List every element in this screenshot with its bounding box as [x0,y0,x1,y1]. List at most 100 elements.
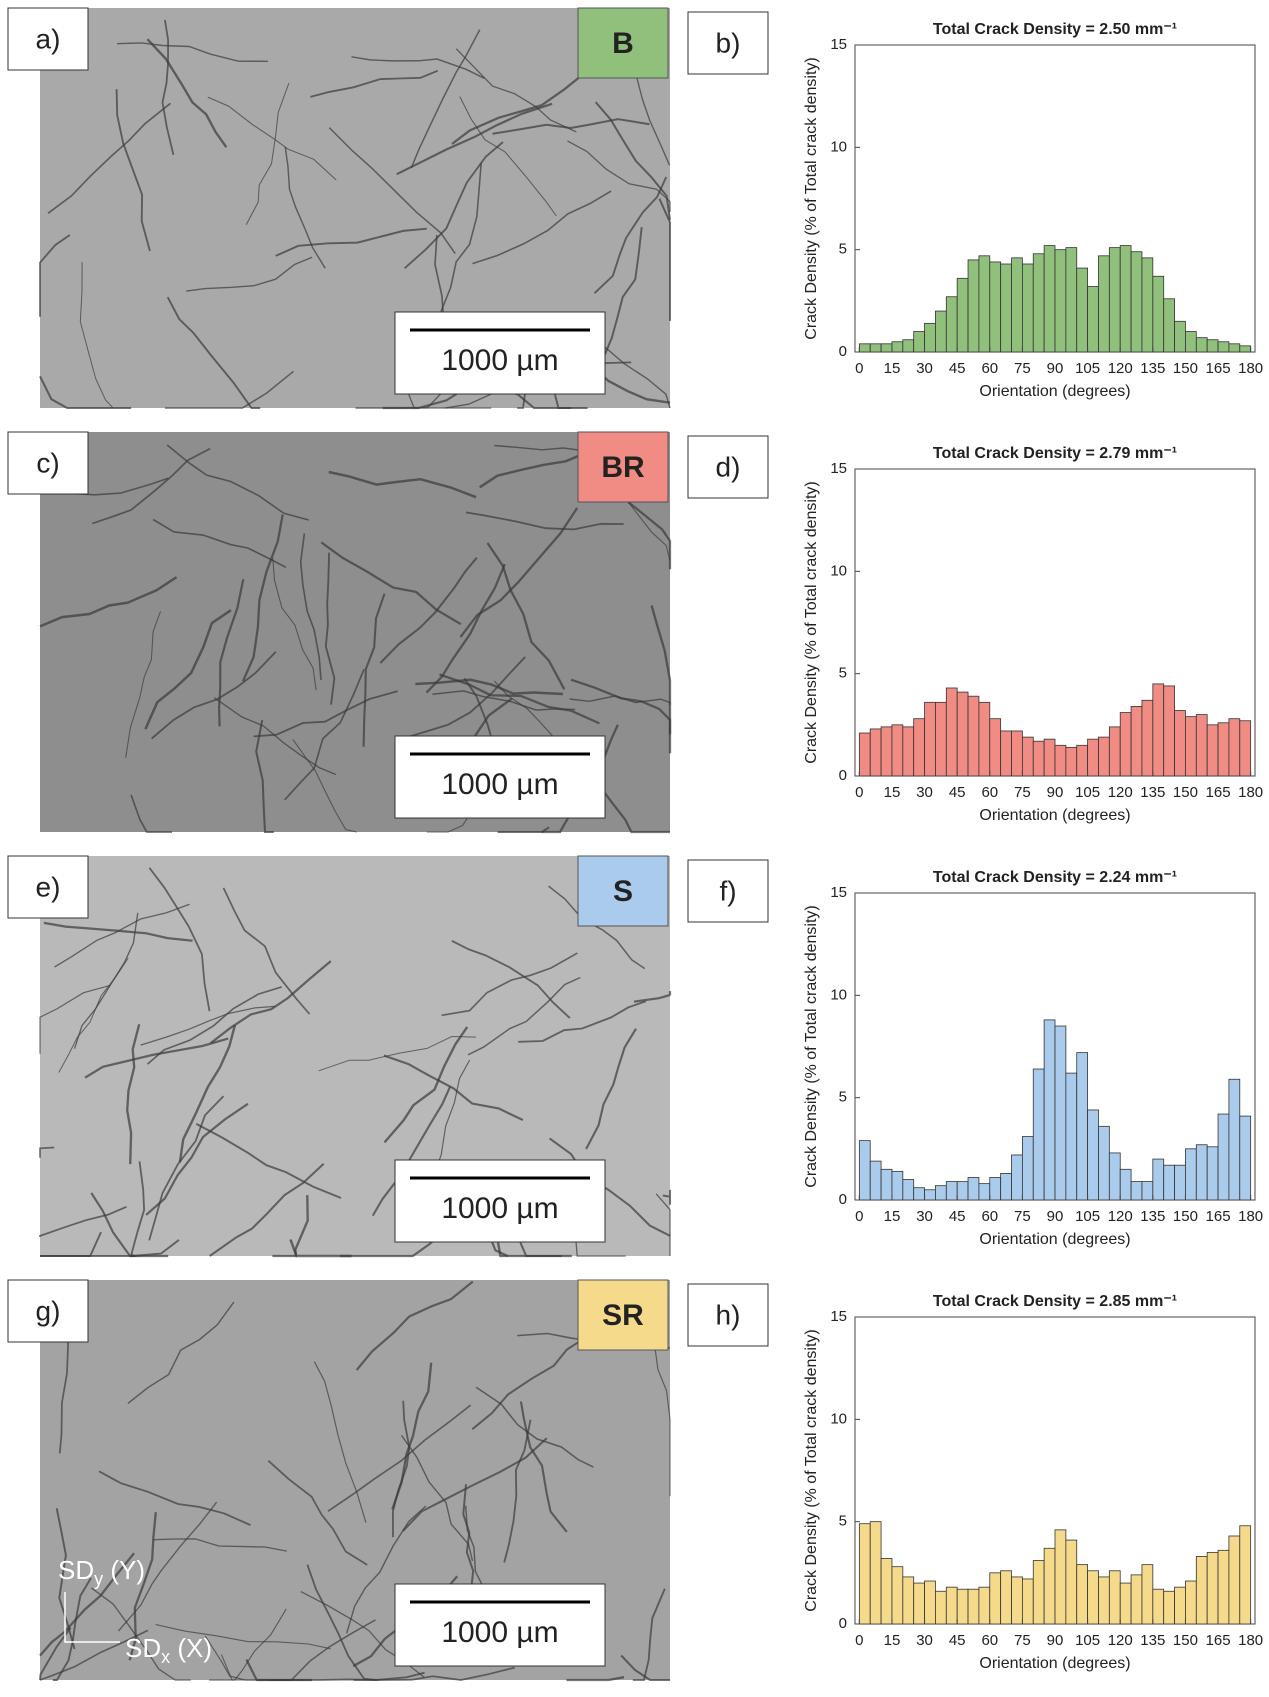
panel-label-box [687,859,769,923]
bar [1076,744,1089,777]
bar [1000,1570,1012,1625]
crack [272,558,317,691]
crack [39,375,132,410]
crack [475,1386,594,1468]
x-tick-label: 45 [949,1208,966,1225]
crack [391,1400,411,1538]
bar [1087,286,1099,353]
crack [425,563,506,694]
crack [213,697,337,776]
sample-tag: S [613,875,633,908]
y-tick-label: 5 [839,665,847,682]
tag-box [577,431,669,503]
crack [222,887,311,1015]
x-tick-label: 135 [1140,1632,1165,1649]
x-tick-label: 15 [884,784,901,801]
x-tick-label: 60 [981,1208,998,1225]
bar [967,695,980,777]
bar [1217,341,1230,353]
bar [1065,1539,1078,1625]
bar [935,310,947,353]
crack [161,19,175,156]
bar [1130,251,1143,353]
crack [92,447,211,525]
crack [383,1054,524,1122]
x-tick-label: 90 [1047,784,1064,801]
panel-label-box [7,855,89,919]
crack [209,1163,325,1257]
bar [1163,1590,1175,1625]
bar [989,718,1002,777]
crack [574,1229,626,1257]
crack [353,1666,515,1681]
bar [1174,320,1186,353]
bar [880,726,893,777]
crack [467,976,581,1056]
x-tick-label: 0 [855,1632,863,1649]
crack [405,388,492,409]
bar [1119,245,1132,353]
y-tick-label: 0 [839,1191,847,1208]
bar [1043,738,1056,777]
crack [55,1508,76,1650]
panel-label: g) [36,1295,61,1326]
bar [1054,1025,1067,1201]
bar [935,1185,947,1201]
crack [569,695,671,705]
crack [394,656,526,742]
bar [858,1523,871,1625]
crack [284,668,365,801]
bar [1032,740,1045,777]
crack [548,885,646,970]
chart-title: Total Crack Density = 2.50 mm⁻¹ [933,21,1177,38]
bar [869,1160,882,1201]
y-tick-label: 15 [830,884,847,901]
bar [967,259,980,353]
panel-label: c) [36,447,59,478]
crack [220,1654,303,1681]
x-tick-label: 150 [1173,784,1198,801]
bar [891,724,904,777]
crack [178,1024,237,1163]
tag-box [577,855,669,927]
bar [1087,1109,1099,1201]
x-tick-label: 0 [855,1208,863,1225]
bar [1206,724,1219,777]
bar [1163,1164,1175,1201]
y-tick-label: 15 [830,1308,847,1325]
crack [662,1189,671,1205]
x-tick-label: 120 [1108,1208,1133,1225]
bar [1206,339,1219,353]
bar [1011,1576,1023,1625]
coord-axes [64,1592,120,1643]
y-tick-label: 15 [830,460,847,477]
bar [880,1168,893,1201]
crack [633,991,672,1003]
bar [924,322,936,353]
crack [39,1629,149,1681]
x-tick-label: 135 [1140,784,1165,801]
bar [1065,1072,1078,1201]
crack [567,140,671,212]
crack [148,1095,225,1241]
bar [1206,1551,1219,1625]
bar [978,1183,991,1201]
panel-label: a) [36,23,61,54]
x-tick-label: 15 [884,360,901,377]
crack [455,48,577,133]
crack [90,1587,191,1681]
bar [858,732,871,777]
y-tick-label: 10 [830,986,847,1003]
bar [1021,1578,1034,1625]
coord-sub: y [94,1569,103,1589]
bar [1130,1181,1143,1201]
coord-sub: x [161,1647,170,1667]
tag-box [577,1279,669,1351]
crack [492,118,650,135]
y-tick-label: 5 [839,1513,847,1530]
y-axis-label: Crack Density (% of Total crack density) [803,905,820,1187]
crack [650,605,672,754]
crack [218,578,245,727]
bar [978,701,991,777]
x-tick-label: 75 [1014,360,1031,377]
